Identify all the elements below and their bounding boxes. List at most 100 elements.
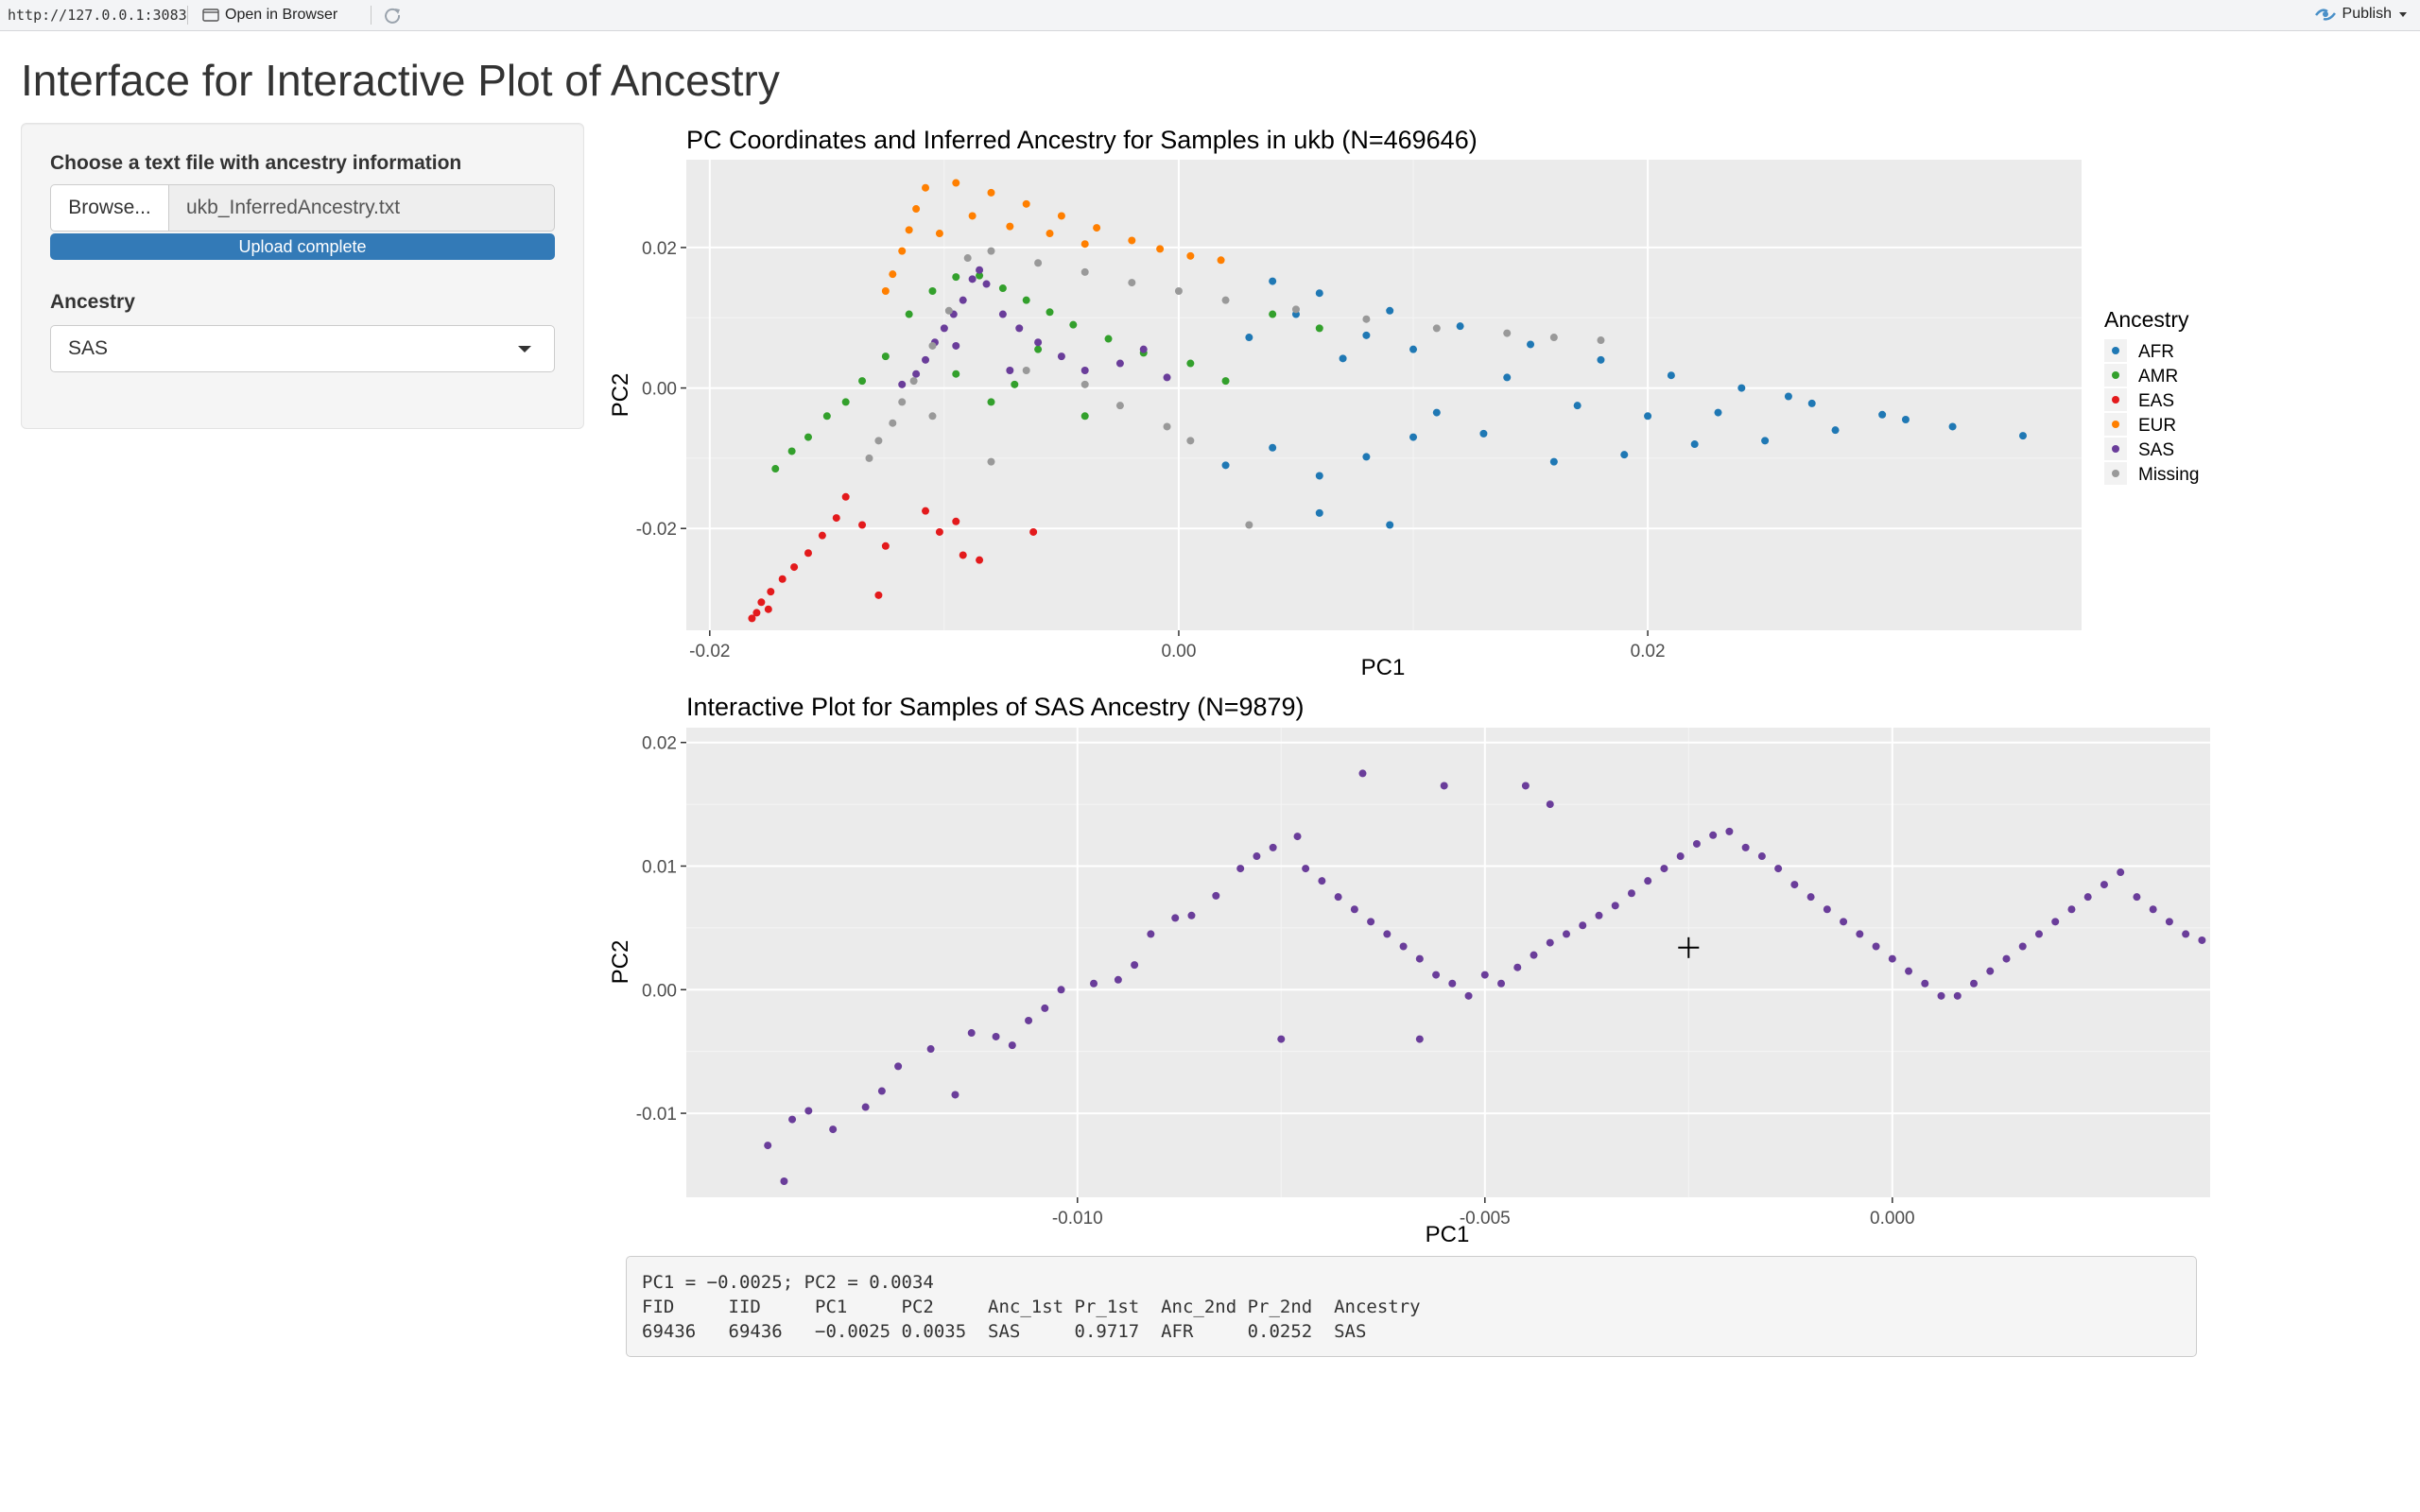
data-point (987, 188, 995, 197)
data-point (1579, 921, 1587, 930)
data-point (748, 614, 756, 623)
data-point (889, 270, 897, 279)
data-point (771, 465, 780, 473)
ancestry-selected-value: SAS (68, 337, 109, 359)
data-point (1448, 979, 1457, 988)
data-point (2018, 942, 2027, 951)
data-point (1128, 236, 1136, 245)
grid-lines (686, 728, 2210, 1197)
publish-icon (2314, 9, 2336, 21)
data-point (1217, 256, 1225, 265)
x-axis-label: PC1 (1426, 1222, 1470, 1247)
data-point (841, 492, 850, 501)
data-point (1022, 199, 1030, 208)
page-title: Interface for Interactive Plot of Ancest… (21, 56, 780, 105)
data-point (1660, 865, 1668, 873)
data-point (1029, 527, 1038, 536)
data-point (1057, 986, 1065, 994)
x-tick-label: -0.005 (1460, 1209, 1511, 1228)
cursor-coordinates: PC1 = −0.0025; PC2 = 0.0034 (642, 1272, 934, 1293)
data-point (1171, 914, 1180, 922)
data-point (1620, 451, 1629, 459)
data-point (790, 563, 799, 572)
open-in-browser-label: Open in Browser (225, 7, 338, 23)
data-point (1315, 324, 1323, 333)
data-point (1497, 979, 1506, 988)
data-point (841, 398, 850, 406)
hover-info-output: PC1 = −0.0025; PC2 = 0.0034 FID IID PC1 P… (626, 1256, 2197, 1357)
data-point (1080, 366, 1089, 374)
data-point (1872, 942, 1880, 951)
data-point (1315, 472, 1323, 480)
data-point (922, 183, 930, 192)
data-point (1503, 373, 1512, 382)
data-point (1741, 843, 1750, 851)
file-input-label: Choose a text file with ancestry informa… (50, 152, 462, 174)
chevron-down-icon (518, 346, 531, 352)
data-point (987, 398, 995, 406)
data-point (1921, 979, 1929, 988)
axis-ticks: -0.010 -0.005 0.000 -0.01 0.00 0.01 0.02 (636, 734, 1915, 1228)
plot-panel[interactable] (686, 728, 2210, 1197)
data-point (874, 437, 883, 445)
data-point (1527, 340, 1535, 349)
data-point (1399, 942, 1408, 951)
grid-lines (686, 160, 2082, 630)
data-point (1725, 827, 1734, 835)
data-point (1057, 352, 1065, 361)
browse-button[interactable]: Browse... (50, 184, 169, 232)
data-point (1115, 359, 1124, 368)
refresh-icon[interactable] (382, 5, 403, 26)
data-point (1480, 971, 1489, 979)
data-point (1386, 521, 1394, 529)
browser-window-icon (202, 9, 219, 22)
data-point (1806, 893, 1815, 902)
data-point (1823, 905, 1831, 914)
data-point (1737, 384, 1746, 392)
data-point (1415, 954, 1424, 963)
data-point (2067, 905, 2076, 914)
data-point (1409, 345, 1418, 353)
toolbar-divider (371, 6, 372, 25)
data-point (1128, 279, 1136, 287)
file-input: Browse... ukb_InferredAncestry.txt (50, 184, 555, 232)
open-in-browser-button[interactable]: Open in Browser (202, 7, 337, 24)
data-point (1464, 991, 1473, 1000)
data-point (1302, 865, 1310, 873)
data-point (1163, 422, 1171, 431)
data-point (858, 377, 867, 386)
data-point (1011, 380, 1019, 388)
axis-ticks: -0.02 0.00 0.02 -0.02 0.00 0.02 (636, 239, 1666, 662)
data-point (926, 1045, 935, 1054)
file-name-field[interactable]: ukb_InferredAncestry.txt (169, 184, 555, 232)
data-point (928, 341, 937, 350)
data-point (2100, 881, 2108, 889)
data-point (1937, 991, 1945, 1000)
data-point (877, 1087, 886, 1095)
data-point (2051, 918, 2060, 926)
data-point (1757, 852, 1766, 861)
data-point (1692, 839, 1701, 848)
data-point (998, 310, 1007, 318)
data-point (1245, 334, 1253, 342)
data-point (881, 352, 890, 361)
ancestry-select[interactable]: SAS (50, 325, 555, 372)
data-point (963, 254, 972, 263)
data-point (2198, 936, 2206, 944)
data-point (1115, 402, 1124, 410)
legend-swatch (2112, 470, 2119, 477)
data-point (1970, 979, 1979, 988)
url-display[interactable]: http://127.0.0.1:3083 (8, 7, 187, 24)
y-tick-label: 0.01 (642, 857, 677, 877)
series-missing (865, 247, 1605, 529)
data-point (1186, 359, 1195, 368)
data-point (968, 212, 977, 220)
publish-button[interactable]: Publish (2314, 6, 2409, 23)
data-point (1597, 355, 1605, 364)
data-point (1069, 320, 1078, 329)
data-point (829, 1125, 838, 1134)
data-point (1253, 852, 1261, 861)
data-point (1948, 422, 1957, 431)
plot-panel[interactable] (686, 160, 2082, 630)
data-point (1008, 1041, 1016, 1050)
